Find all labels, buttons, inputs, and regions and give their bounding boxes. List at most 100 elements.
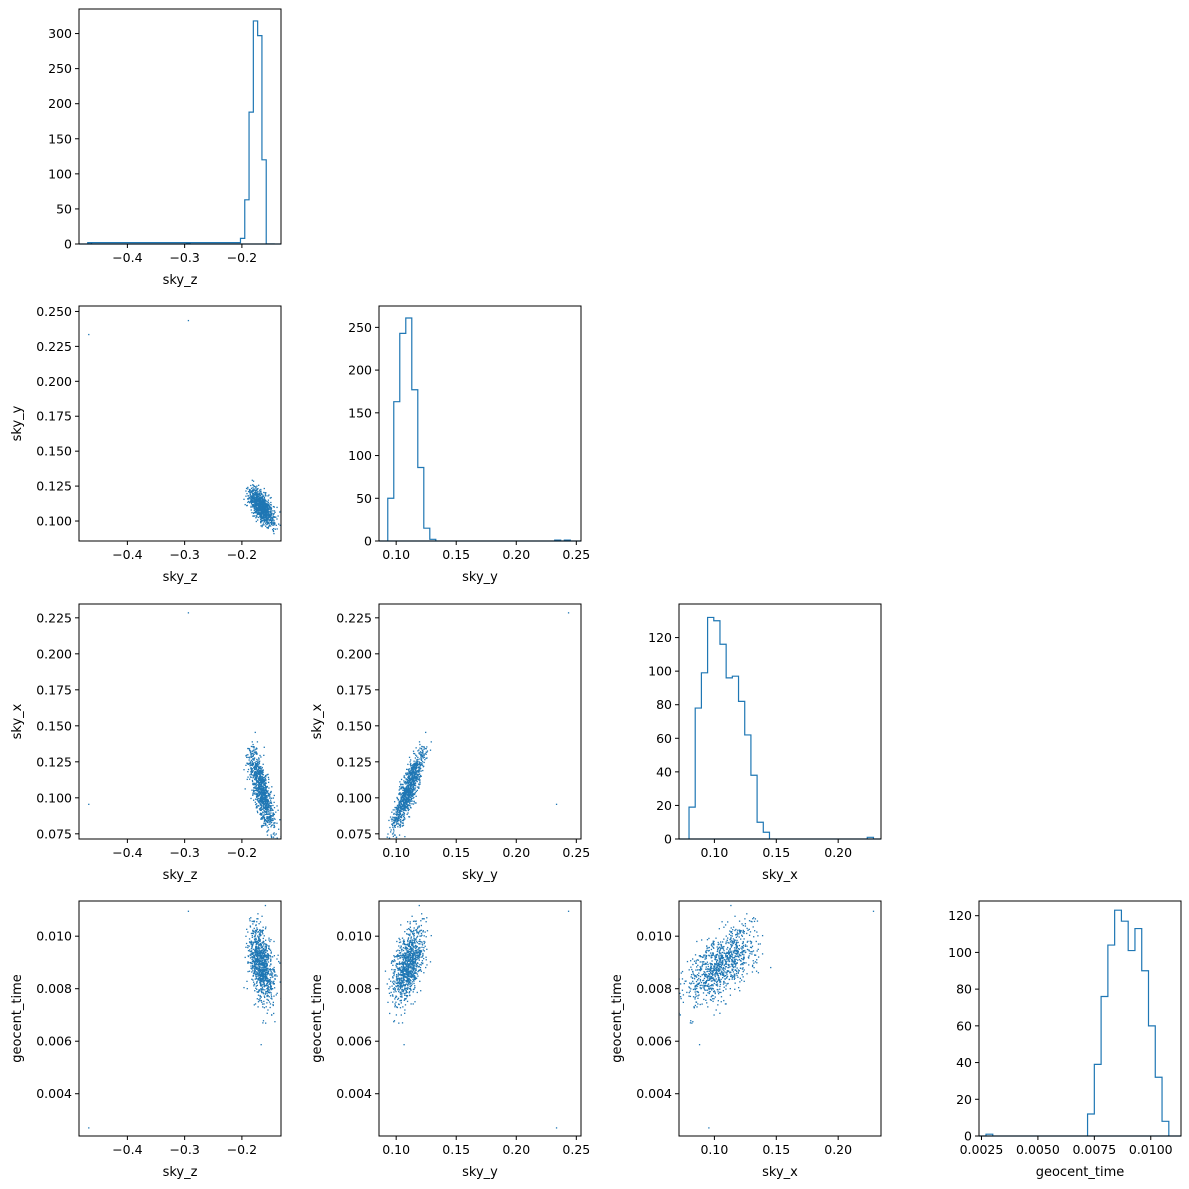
sample-point bbox=[270, 992, 272, 994]
sample-point bbox=[394, 981, 396, 983]
sample-point bbox=[254, 766, 257, 768]
sample-point bbox=[265, 506, 268, 508]
sample-point bbox=[260, 517, 263, 520]
sample-point bbox=[272, 833, 275, 835]
sample-point bbox=[408, 942, 410, 945]
sample-point bbox=[392, 995, 394, 997]
sample-point bbox=[411, 790, 413, 792]
sample-point bbox=[421, 754, 423, 756]
sample-point bbox=[399, 993, 402, 995]
sample-point bbox=[409, 800, 411, 803]
sample-point bbox=[416, 936, 418, 939]
sample-point bbox=[271, 522, 273, 524]
sample-point bbox=[413, 766, 416, 769]
sample-point bbox=[268, 778, 270, 781]
sample-point bbox=[385, 840, 386, 841]
sample-point bbox=[269, 982, 271, 985]
sample-point bbox=[258, 954, 261, 957]
sample-point bbox=[251, 479, 253, 481]
sample-point bbox=[391, 960, 394, 962]
sample-point bbox=[414, 771, 417, 773]
sample-point bbox=[413, 940, 416, 942]
sample-point bbox=[255, 792, 257, 794]
sample-point bbox=[254, 500, 256, 502]
sample-point bbox=[264, 810, 266, 813]
sample-point bbox=[389, 986, 391, 988]
sample-point bbox=[424, 931, 426, 933]
sample-point bbox=[267, 985, 269, 987]
sample-point bbox=[254, 498, 256, 500]
sample-point bbox=[256, 780, 258, 782]
sample-point bbox=[263, 496, 266, 499]
sample-point bbox=[389, 816, 392, 818]
sample-point bbox=[256, 516, 258, 518]
y-tick-label: 120 bbox=[648, 630, 672, 645]
sample-point bbox=[260, 520, 262, 523]
sample-point bbox=[394, 818, 396, 820]
sample-point bbox=[409, 980, 411, 983]
sample-point bbox=[268, 506, 270, 508]
sample-point bbox=[421, 946, 423, 948]
sample-point bbox=[400, 924, 402, 926]
sample-point bbox=[270, 819, 272, 821]
sample-point bbox=[270, 809, 272, 812]
sample-point bbox=[400, 974, 402, 977]
x-tick-label: 0.10 bbox=[382, 547, 410, 562]
sample-point bbox=[249, 763, 251, 765]
x-tick-label: −0.2 bbox=[227, 547, 257, 562]
sample-point bbox=[403, 776, 405, 778]
sample-point bbox=[387, 1001, 389, 1004]
sample-point bbox=[268, 821, 270, 823]
sample-point bbox=[247, 498, 249, 500]
sample-point bbox=[268, 988, 270, 991]
sample-point bbox=[271, 516, 273, 519]
sample-point bbox=[413, 784, 415, 786]
sample-point bbox=[396, 810, 399, 813]
sample-point bbox=[267, 945, 270, 947]
sample-point bbox=[416, 935, 419, 937]
sample-point bbox=[257, 491, 259, 493]
sample-point bbox=[412, 795, 414, 797]
sample-point bbox=[398, 963, 400, 965]
sample-point bbox=[273, 516, 275, 518]
sample-point bbox=[257, 507, 259, 510]
sample-point bbox=[265, 492, 267, 494]
sample-point bbox=[254, 787, 256, 789]
sample-point bbox=[253, 965, 256, 967]
sample-point bbox=[259, 798, 262, 801]
sample-point bbox=[251, 750, 253, 752]
sample-point bbox=[266, 982, 268, 985]
sample-point bbox=[407, 790, 410, 793]
sample-point bbox=[267, 961, 270, 963]
sample-point bbox=[421, 960, 424, 962]
sample-point bbox=[263, 515, 266, 517]
sample-point bbox=[263, 784, 265, 787]
sample-point bbox=[267, 526, 270, 528]
sample-point bbox=[257, 975, 259, 978]
sample-point bbox=[264, 819, 266, 821]
sample-point bbox=[259, 950, 262, 952]
sample-point bbox=[391, 824, 394, 827]
sample-point bbox=[411, 775, 413, 777]
sample-point bbox=[414, 769, 417, 772]
sample-point bbox=[263, 796, 265, 799]
sample-point bbox=[256, 961, 259, 963]
sample-point bbox=[262, 947, 265, 950]
sample-point bbox=[272, 815, 274, 817]
sample-point bbox=[266, 801, 269, 803]
sample-point bbox=[262, 929, 264, 932]
sample-point bbox=[252, 762, 254, 764]
sample-point bbox=[267, 967, 269, 970]
sample-point bbox=[404, 806, 406, 808]
sample-point bbox=[268, 516, 270, 519]
sample-point bbox=[426, 750, 429, 752]
sample-point bbox=[264, 977, 267, 979]
sample-point bbox=[243, 498, 245, 501]
sample-point bbox=[258, 512, 260, 514]
sample-point bbox=[252, 965, 254, 968]
sample-point bbox=[412, 955, 414, 957]
sample-point bbox=[402, 981, 404, 984]
sample-point bbox=[264, 961, 267, 963]
sample-point bbox=[401, 984, 403, 987]
sample-point bbox=[263, 519, 265, 521]
